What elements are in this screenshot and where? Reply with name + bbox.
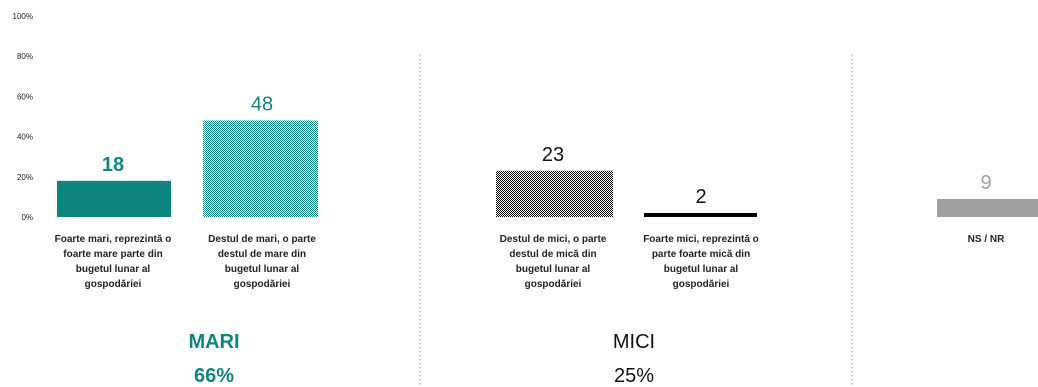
bar	[203, 120, 318, 217]
x-tick-label: NS / NR	[968, 234, 1005, 245]
group-label: MARI	[188, 331, 239, 353]
category-labels: Foarte mari, reprezintă o foarte mare par…	[55, 234, 1005, 290]
x-tick-label: Destul de mici, o parte destul de mică di…	[500, 234, 607, 290]
data-label: 48	[251, 94, 273, 116]
bar	[644, 212, 757, 217]
x-tick-label: Foarte mari, reprezintă o foarte mare par…	[55, 234, 172, 290]
x-tick-label: Destul de mari, o parte destul de mare di…	[208, 234, 316, 290]
group-total: 25%	[614, 365, 654, 387]
bar	[937, 198, 1038, 217]
y-tick-label: 40%	[17, 133, 33, 142]
group-dividers	[419, 55, 853, 387]
y-tick-label: 80%	[17, 52, 33, 61]
data-label: 18	[102, 154, 124, 176]
y-tick-label: 0%	[21, 213, 33, 222]
y-tick-label: 20%	[17, 173, 33, 182]
group-total: 66%	[194, 365, 234, 387]
value-labels: 18 48 23 2 9	[102, 94, 992, 208]
group-label: MICI	[613, 331, 655, 353]
y-tick-label: 100%	[13, 12, 33, 21]
data-label: 23	[542, 144, 564, 166]
group-labels: MARI 66% MICI 25%	[188, 331, 655, 387]
x-tick-label: Foarte mici, reprezintă o parte foarte mi…	[643, 234, 759, 290]
data-label: 2	[695, 186, 706, 208]
bar	[496, 170, 613, 217]
y-axis: 0% 20% 40% 60% 80% 100%	[13, 12, 33, 222]
bar	[57, 180, 171, 217]
y-tick-label: 60%	[17, 92, 33, 101]
data-label: 9	[980, 172, 991, 194]
bars	[57, 120, 1038, 217]
